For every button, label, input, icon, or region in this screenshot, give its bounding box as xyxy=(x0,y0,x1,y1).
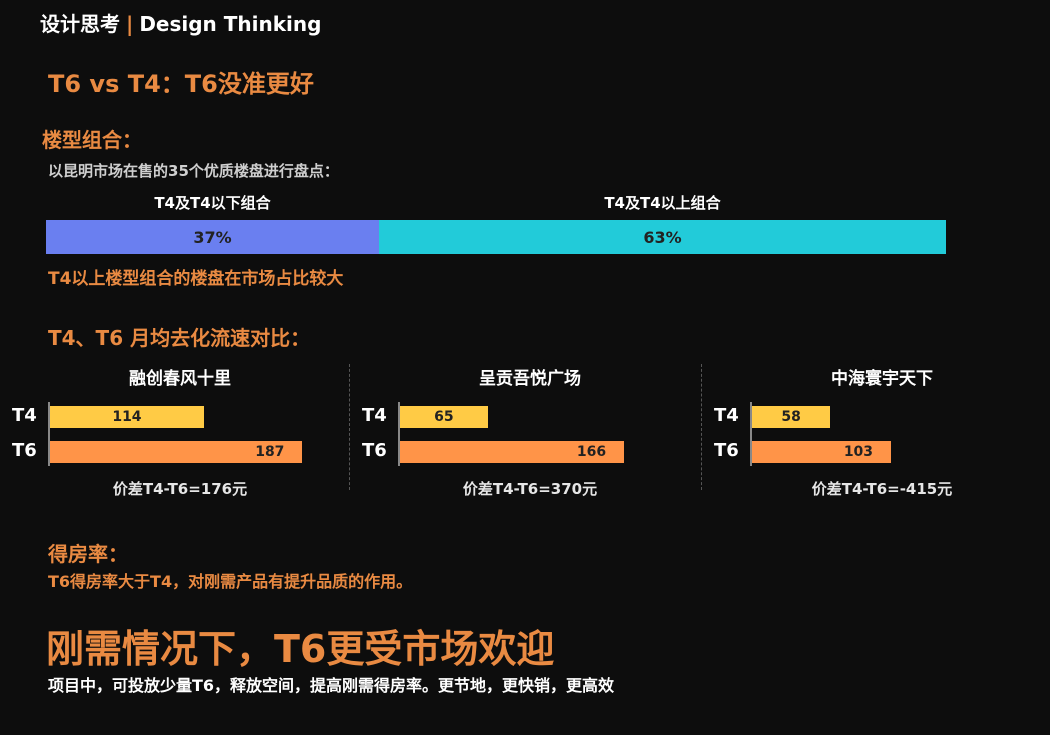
footer-text: 项目中，可投放少量T6，释放空间，提高刚需得房率。更节地，更快销，更高效 xyxy=(48,676,615,695)
panel-title: 融创春风十里 xyxy=(129,369,231,389)
section1-note: 以昆明市场在售的35个优质楼盘进行盘点： xyxy=(48,162,339,180)
stack-label-b: T4及T4以上组合 xyxy=(604,194,721,212)
stack-value-a: 37% xyxy=(193,227,232,247)
bar-value-label: 166 xyxy=(576,444,607,460)
section1-conclusion: T4以上楼型组合的楼盘在市场占比较大 xyxy=(48,269,344,289)
stack-label-a: T4及T4以下组合 xyxy=(154,194,271,212)
section1-heading: 楼型组合： xyxy=(42,128,142,152)
header-separator: | xyxy=(126,12,134,36)
panel-divider xyxy=(701,364,702,490)
velocity-panel: 呈贡吾悦广场 T4 65 T6 166 价差T4-T6=370元 xyxy=(360,364,700,504)
panel-divider xyxy=(349,364,350,490)
page-header: 设计思考 | Design Thinking xyxy=(40,8,321,37)
stack-segment-b: 63% xyxy=(379,220,946,254)
section2-heading: T4、T6 月均去化流速对比： xyxy=(48,326,311,350)
bar-t6: 166 xyxy=(400,441,625,463)
velocity-panel: 中海寰宇天下 T4 58 T6 103 价差T4-T6=-415元 xyxy=(712,364,1050,504)
stack-value-b: 63% xyxy=(643,227,682,247)
panel-title: 呈贡吾悦广场 xyxy=(479,369,581,389)
bar-t4: 58 xyxy=(752,406,831,428)
headline: 刚需情况下，T6更受市场欢迎 xyxy=(46,627,555,671)
row-label-t6: T6 xyxy=(362,440,387,461)
price-diff-note: 价差T4-T6=176元 xyxy=(112,480,248,498)
header-en: Design Thinking xyxy=(139,12,322,36)
row-label-t4: T4 xyxy=(714,405,739,426)
header-cn: 设计思考 xyxy=(40,12,120,36)
bar-value-label: 187 xyxy=(255,444,285,460)
row-label-t4: T4 xyxy=(362,405,387,426)
bar-t6: 187 xyxy=(50,441,303,463)
panel-axis xyxy=(398,402,400,466)
panel-axis xyxy=(48,402,50,466)
section3-heading: 得房率： xyxy=(48,542,128,566)
bar-value-label: 65 xyxy=(434,409,454,425)
bar-value-label: 103 xyxy=(843,444,874,460)
stacked-bar: 37% 63% xyxy=(46,220,946,254)
bar-t4: 114 xyxy=(50,406,204,428)
section3-text: T6得房率大于T4，对刚需产品有提升品质的作用。 xyxy=(48,572,413,591)
price-diff-note: 价差T4-T6=-415元 xyxy=(811,480,953,498)
bar-value-label: 114 xyxy=(112,409,142,425)
stack-segment-a: 37% xyxy=(46,220,379,254)
bar-t4: 65 xyxy=(400,406,488,428)
row-label-t6: T6 xyxy=(714,440,739,461)
price-diff-note: 价差T4-T6=370元 xyxy=(462,480,598,498)
velocity-panel: 融创春风十里 T4 114 T6 187 价差T4-T6=176元 xyxy=(10,364,350,504)
page-title: T6 vs T4：T6没准更好 xyxy=(48,70,314,98)
bar-value-label: 58 xyxy=(781,409,801,425)
panel-axis xyxy=(750,402,752,466)
row-label-t4: T4 xyxy=(12,405,37,426)
bar-t6: 103 xyxy=(752,441,892,463)
row-label-t6: T6 xyxy=(12,440,37,461)
panel-title: 中海寰宇天下 xyxy=(831,369,933,389)
